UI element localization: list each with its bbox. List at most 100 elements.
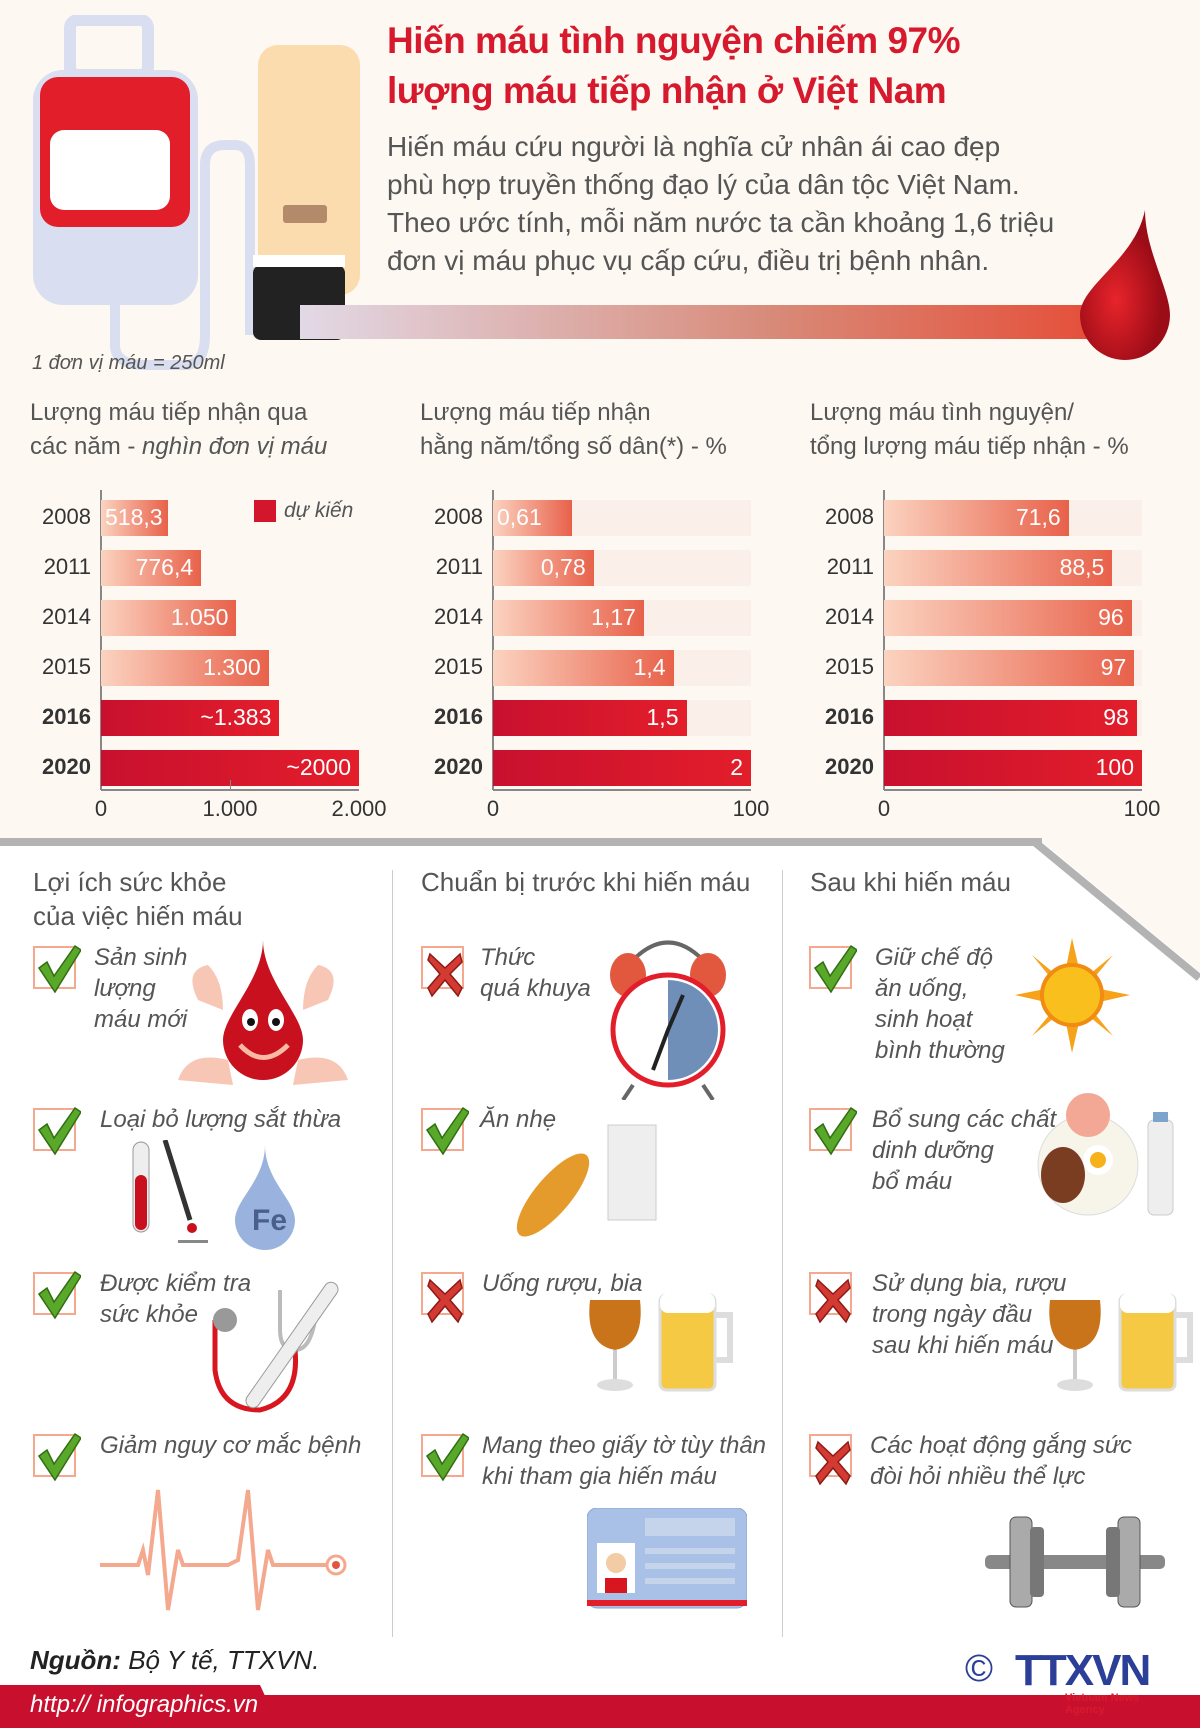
tip-text-line: Được kiểm tra <box>100 1270 252 1297</box>
year-label: 2008 <box>825 504 874 529</box>
alarm-clock-icon <box>610 940 726 1100</box>
footer-tab <box>0 1685 280 1728</box>
section-title-before: Chuẩn bị trước khi hiến máu <box>421 867 751 897</box>
bar <box>101 700 280 736</box>
tip-text-line: bình thường <box>875 1037 1005 1064</box>
bar <box>493 750 751 786</box>
year-label: 2008 <box>42 504 91 529</box>
food-plate-icon <box>1037 1093 1174 1216</box>
blood-drop-character-icon <box>178 940 348 1085</box>
tip-text-line: Các hoạt động gắng sức <box>870 1432 1133 1459</box>
tip-text-line: trong ngày đầu <box>872 1301 1033 1328</box>
tip-text: Giữ chế độ ăn uống, sinh hoạt bình thường <box>875 942 1005 1066</box>
blood-drop-icon <box>1080 210 1170 360</box>
column-divider <box>392 870 393 1637</box>
divider-line <box>0 838 1042 846</box>
year-label: 2020 <box>825 754 874 779</box>
tick-label: 0 <box>94 796 108 821</box>
bar <box>884 700 1137 736</box>
section-title-after: Sau khi hiến máu <box>810 867 1011 897</box>
ttxvn-logo: © TTXVN Vietnam News Agency <box>965 1646 1175 1716</box>
tip-text: Sản sinh lượng máu mới <box>94 942 187 1035</box>
tip-text: Loại bỏ lượng sắt thừa <box>100 1104 341 1135</box>
check-icon <box>421 1432 469 1482</box>
tip-text-line: ăn uống, <box>875 975 969 1002</box>
year-label: 2011 <box>43 554 91 579</box>
sun-icon <box>1015 938 1130 1053</box>
fe-label: Fe <box>252 1204 287 1237</box>
check-icon <box>809 944 857 994</box>
website-link[interactable]: http:// infographics.vn <box>30 1691 259 1718</box>
chart-2-title: Lượng máu tiếp nhận hằng năm/tổng số dân(… <box>420 399 727 460</box>
bar <box>493 550 594 586</box>
tip-text-line: Bổ sung các chất <box>872 1106 1057 1133</box>
bar <box>884 500 1069 536</box>
check-icon <box>809 1106 857 1156</box>
tip-text: Mang theo giấy tờ tùy thân khi tham gia h… <box>482 1430 766 1492</box>
bar <box>493 500 572 536</box>
chart-axis-x <box>101 789 359 791</box>
blood-bag-icon <box>33 15 360 370</box>
tip-text: Sử dụng bia, rượu trong ngày đầu sau khi h… <box>872 1268 1066 1361</box>
unit-note: 1 đơn vị máu = 250ml <box>32 352 225 374</box>
chart-axis-x <box>493 789 751 791</box>
tip-text-line: sau khi hiến máu <box>872 1332 1054 1359</box>
stethoscope-thermometer-icon <box>212 1281 339 1413</box>
year-label: 2020 <box>434 754 483 779</box>
legend-projected: dự kiến <box>254 499 353 523</box>
legend-swatch <box>254 500 276 522</box>
column-divider <box>782 870 783 1637</box>
tip-text-line: Ăn nhẹ <box>480 1106 557 1133</box>
bar-value-label: 1,4 <box>633 654 666 680</box>
source-note: Nguồn: Bộ Y tế, TTXVN. <box>30 1645 320 1675</box>
bar-value-label: 97 <box>1100 654 1127 680</box>
bar-value-label: 0,78 <box>540 554 586 580</box>
bar-value-label: ~2000 <box>286 754 351 780</box>
bar-value-label: 100 <box>1095 754 1134 780</box>
bar <box>101 650 269 686</box>
chart-axis-y <box>492 490 494 790</box>
logo-subtitle: Vietnam News Agency <box>1065 1692 1140 1716</box>
cross-icon <box>421 946 464 998</box>
year-label: 2015 <box>42 654 91 679</box>
check-icon <box>33 944 81 994</box>
tip-text: Bổ sung các chất dinh dưỡng bổ máu <box>872 1104 1056 1197</box>
intro-text: Hiến máu cứu người là nghĩa cử nhân ái c… <box>387 131 1055 276</box>
year-label: 2014 <box>42 604 91 629</box>
bar <box>884 550 1113 586</box>
year-label: 2016 <box>825 704 874 729</box>
page-title: Hiến máu tình nguyện chiếm 97% lượng máu … <box>387 20 961 111</box>
year-label: 2016 <box>42 704 91 729</box>
bar <box>884 650 1135 686</box>
tip-text-line: máu mới <box>94 1006 188 1033</box>
tick-mark <box>230 780 231 790</box>
tick-label: 100 <box>1123 796 1161 821</box>
tip-text-line: lượng <box>94 975 156 1002</box>
bar-value-label: 1,5 <box>646 704 679 730</box>
tip-text: Được kiểm tra sức khỏe <box>100 1268 251 1330</box>
tip-text-line: Thức <box>480 944 536 971</box>
bar <box>493 650 674 686</box>
bar-value-label: 1.050 <box>170 604 229 630</box>
bar-value-label: 98 <box>1103 704 1129 730</box>
check-icon <box>421 1106 469 1156</box>
tip-text-line: đòi hỏi nhiều thể lực <box>870 1463 1086 1490</box>
tick-label: 0 <box>486 796 500 821</box>
legend-label: dự kiến <box>284 499 354 522</box>
tick-label: 2.000 <box>331 796 387 821</box>
cross-icon <box>809 1434 852 1486</box>
bar <box>884 600 1132 636</box>
tick-label: 100 <box>732 796 770 821</box>
bar-value-label: 88,5 <box>1059 554 1105 580</box>
id-card-icon <box>587 1508 747 1609</box>
tip-text-line: Mang theo giấy tờ tùy thân <box>482 1432 767 1459</box>
bread-milk-icon <box>516 1124 657 1237</box>
tip-text-line: dinh dưỡng <box>872 1137 994 1164</box>
tip-text-line: bổ máu <box>872 1168 953 1195</box>
bar-value-label: 776,4 <box>135 554 194 580</box>
tip-text-line: quá khuya <box>480 975 591 1002</box>
tip-text-line: Sản sinh <box>94 944 188 971</box>
bar-value-label: 1,17 <box>591 604 636 630</box>
tip-text-line: sinh hoạt <box>875 1006 973 1033</box>
tip-text-line: Giữ chế độ <box>875 944 993 971</box>
